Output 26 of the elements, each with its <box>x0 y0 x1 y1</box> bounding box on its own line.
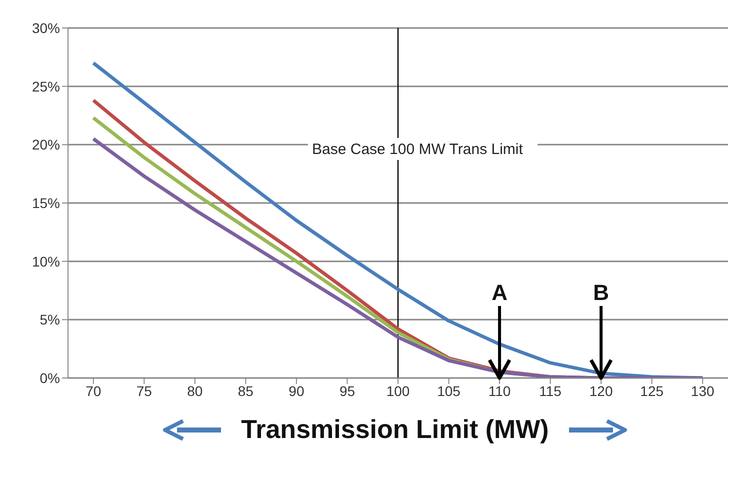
x-tick-label: 105 <box>437 382 461 399</box>
x-tick-label: 115 <box>539 382 562 399</box>
x-tick-label: 85 <box>238 382 254 399</box>
x-tick-label: 90 <box>288 382 304 399</box>
x-tick-label: 100 <box>386 382 410 399</box>
annotation: B <box>593 280 610 305</box>
annotation: A <box>492 280 508 305</box>
y-tick-label: 5% <box>40 312 60 328</box>
y-tick-label: 0% <box>40 370 60 386</box>
x-axis-title: Transmission Limit (MW) <box>241 414 549 445</box>
x-tick-label: 80 <box>187 382 203 399</box>
x-tick-label: 110 <box>488 382 511 399</box>
x-tick-label: 70 <box>86 382 102 399</box>
line-series <box>92 61 704 378</box>
y-tick-label: 15% <box>32 194 60 211</box>
line-series <box>92 137 704 378</box>
x-tick-label: 95 <box>339 382 356 399</box>
y-tick-label: 10% <box>32 253 60 270</box>
x-tick-label: 130 <box>690 382 715 399</box>
ref-line-label: Base Case 100 MW Trans Limit <box>312 141 524 158</box>
x-tick-label: 125 <box>640 382 664 399</box>
y-tick-label: 25% <box>32 78 60 94</box>
x-tick-label: 75 <box>136 382 152 399</box>
x-tick-label: 120 <box>589 382 613 399</box>
y-tick-label: 30% <box>32 20 60 36</box>
y-tick-label: 20% <box>32 136 60 153</box>
